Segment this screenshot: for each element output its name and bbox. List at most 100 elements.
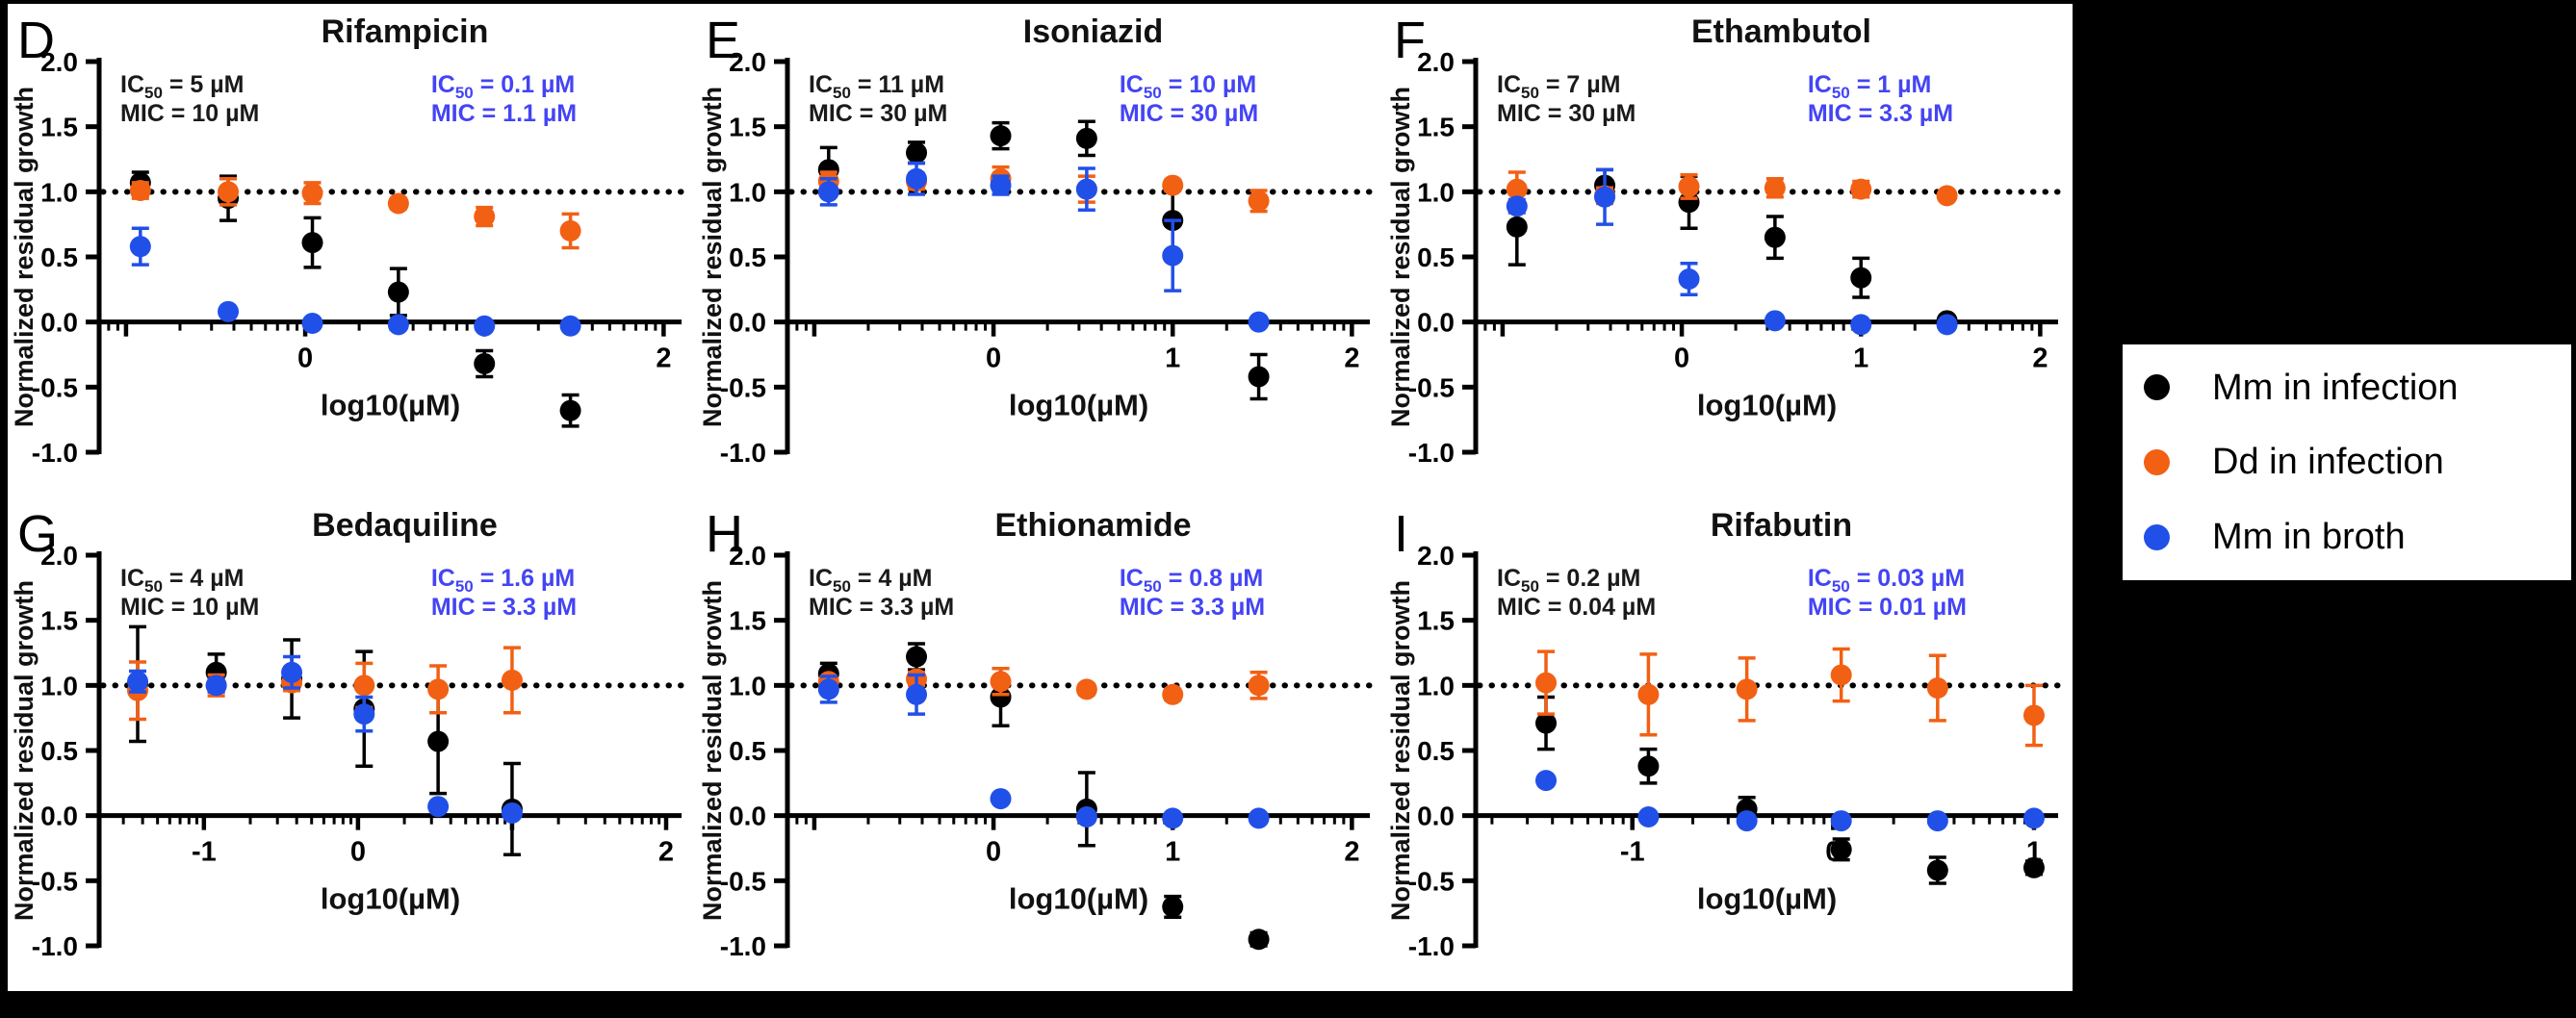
legend-item-label: Mm in infection [2212, 367, 2459, 408]
svg-text:-1: -1 [192, 837, 217, 868]
data-point [1637, 755, 1660, 777]
data-point [387, 192, 409, 215]
chart-title: Ethionamide [994, 507, 1191, 544]
chart-title: Ethambutol [1691, 13, 1871, 50]
ic50-mic-annotation: IC50 = 4 µM [120, 565, 245, 596]
data-point [2022, 704, 2045, 726]
svg-text:1.5: 1.5 [40, 113, 78, 142]
data-point [1075, 178, 1097, 200]
panel-letter: I [1394, 505, 1408, 563]
svg-text:-1.0: -1.0 [720, 931, 766, 961]
svg-text:1.0: 1.0 [729, 177, 766, 207]
svg-text:-1.0: -1.0 [32, 438, 78, 468]
svg-text:0.0: 0.0 [40, 308, 78, 338]
ic50-mic-annotation: MIC = 30 µM [1120, 100, 1258, 127]
ic50-mic-annotation: MIC = 1.1 µM [431, 100, 577, 127]
axes: 2.0 1.5 1.0 0.5 0.0 -0.5 -1.0 0 2 [32, 47, 682, 468]
chart-svg-F: F Ethambutol Normalized residual growth2.0… [1386, 12, 2061, 468]
svg-text:-1.0: -1.0 [1408, 438, 1455, 468]
y-axis-label: Normalized residual growth [698, 87, 727, 427]
data-point [906, 646, 928, 668]
svg-text:2.0: 2.0 [40, 541, 78, 571]
svg-text:0: 0 [297, 344, 313, 374]
ic50-mic-annotation: IC50 = 1.6 µM [431, 565, 575, 596]
data-point [2022, 856, 2045, 878]
data-point [1075, 806, 1097, 828]
svg-text:0: 0 [986, 837, 1001, 868]
ic50-mic-annotation: IC50 = 4 µM [809, 565, 933, 596]
chart-svg-D: D Rifampicin Normalized residual growth2.0… [10, 12, 684, 468]
data-point [1926, 859, 1948, 881]
mm-infection-dot-icon [2144, 374, 2170, 401]
svg-text:-1.0: -1.0 [720, 438, 766, 468]
svg-text:0: 0 [350, 837, 366, 868]
x-axis-label: log10(µM) [1009, 882, 1148, 916]
series-mm-in-broth [129, 226, 581, 337]
panel-ethambutol-chart: F Ethambutol Normalized residual growth 2.0… [1384, 4, 2073, 497]
data-point [1248, 929, 1270, 951]
panel-letter: E [706, 12, 740, 69]
svg-text:0.0: 0.0 [1417, 802, 1455, 831]
svg-text:2: 2 [2032, 344, 2048, 374]
data-point [1248, 366, 1270, 388]
ic50-mic-annotation: IC50 = 5 µM [120, 71, 245, 102]
figure-panels-area: D Rifampicin Normalized residual growth 2.0… [8, 4, 2073, 991]
data-point [387, 281, 409, 303]
ic50-mic-annotation: MIC = 30 µM [1497, 100, 1636, 127]
data-point [1248, 674, 1270, 697]
svg-text:1.0: 1.0 [1417, 177, 1455, 207]
legend-item-mm-broth: Mm in broth [2123, 519, 2571, 555]
svg-text:0.5: 0.5 [729, 242, 766, 272]
svg-text:0.5: 0.5 [40, 242, 78, 272]
svg-text:-0.5: -0.5 [720, 372, 766, 402]
svg-text:-1.0: -1.0 [32, 931, 78, 961]
data-point [1637, 806, 1660, 828]
chart-svg-H: H Ethionamide Normalized residual growth2.… [698, 505, 1373, 961]
series-mm-in-broth [817, 673, 1270, 829]
chart-title: Isoniazid [1023, 13, 1163, 50]
data-point [129, 179, 151, 201]
svg-text:2: 2 [1344, 344, 1359, 374]
svg-text:1.5: 1.5 [729, 606, 766, 636]
ic50-mic-annotation: MIC = 0.01 µM [1808, 594, 1967, 621]
x-axis-label: log10(µM) [1697, 389, 1837, 422]
panel-rifabutin-chart: I Rifabutin Normalized residual growth 2.0 1… [1384, 497, 2073, 991]
data-point [427, 678, 450, 700]
series-mm-in-infection [1535, 695, 2045, 885]
data-point [427, 796, 450, 818]
data-point [501, 802, 523, 824]
panel-bedaquiline-chart: G Bedaquiline Normalized residual growth 2.… [8, 497, 696, 991]
data-point [1764, 310, 1786, 332]
svg-text:-0.5: -0.5 [1408, 372, 1455, 402]
chart-title: Bedaquiline [312, 507, 498, 544]
data-point [1594, 186, 1616, 208]
data-point [990, 174, 1012, 196]
svg-text:0: 0 [1674, 344, 1689, 374]
data-point [1678, 175, 1700, 197]
data-point [1535, 712, 1558, 734]
data-point [1162, 174, 1184, 196]
svg-text:1.5: 1.5 [1417, 606, 1455, 636]
legend-item-label: Dd in infection [2212, 442, 2444, 483]
data-point [1637, 683, 1660, 705]
svg-text:-0.5: -0.5 [32, 372, 78, 402]
data-point [301, 182, 323, 204]
data-point [1926, 810, 1948, 832]
panel-ethionamide-chart: H Ethionamide Normalized residual growth 2.… [696, 497, 1384, 991]
svg-text:-0.5: -0.5 [720, 866, 766, 896]
data-point [427, 730, 450, 752]
series-mm-in-broth [1506, 167, 1958, 336]
data-point [990, 671, 1012, 693]
data-point [127, 671, 149, 693]
data-point [1506, 195, 1528, 217]
series-dd-in-infection [129, 177, 581, 250]
data-point [218, 300, 240, 322]
y-axis-label: Normalized residual growth [10, 87, 39, 427]
data-point [1162, 244, 1184, 267]
ic50-mic-annotation: IC50 = 10 µM [1120, 71, 1256, 102]
panel-letter: D [17, 12, 55, 69]
x-axis-label: log10(µM) [321, 389, 460, 422]
ic50-mic-annotation: MIC = 10 µM [120, 100, 259, 127]
